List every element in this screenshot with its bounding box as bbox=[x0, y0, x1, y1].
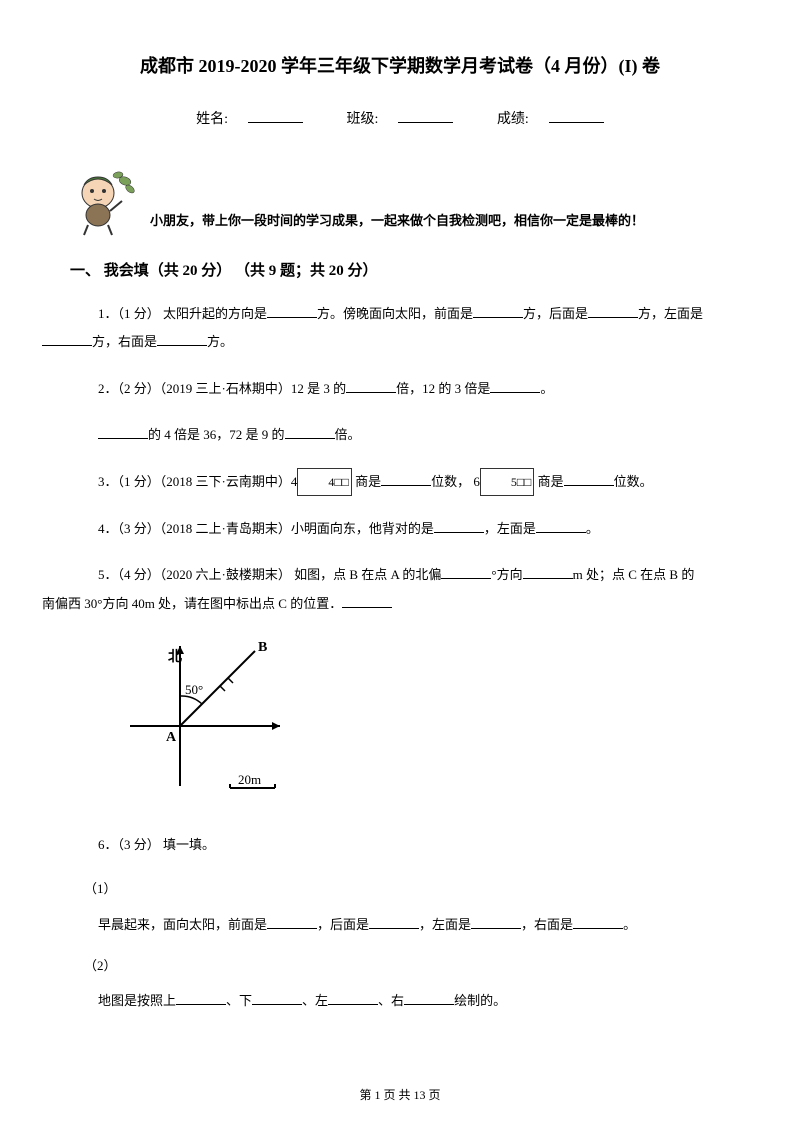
question-5: 5．（4 分）（2020 六上·鼓楼期末） 如图，点 B 在点 A 的北偏°方向… bbox=[70, 561, 730, 618]
question-2-cont: 的 4 倍是 36，72 是 9 的倍。 bbox=[70, 421, 730, 450]
math-box-1: 4□□ bbox=[297, 468, 352, 496]
question-6: 6．（3 分） 填一填。 bbox=[70, 831, 730, 860]
student-info-row: 姓名: 班级: 成绩: bbox=[70, 107, 730, 132]
page-footer: 第 1 页 共 13 页 bbox=[0, 1085, 800, 1107]
mascot-row: 小朋友，带上你一段时间的学习成果，一起来做个自我检测吧，相信你一定是最棒的！ bbox=[70, 163, 730, 238]
question-2: 2．（2 分）（2019 三上·石林期中）12 是 3 的倍，12 的 3 倍是… bbox=[70, 375, 730, 404]
question-6-sub2: （2） bbox=[70, 954, 730, 977]
name-label: 姓名: bbox=[186, 107, 313, 132]
section-1-header: 一、 我会填（共 20 分） （共 9 题；共 20 分） bbox=[70, 258, 730, 285]
question-1: 1．（1 分） 太阳升起的方向是方。傍晚面向太阳，前面是方，后面是方，左面是 方… bbox=[70, 300, 730, 357]
b-label: B bbox=[258, 640, 267, 655]
question-4: 4．（3 分）（2018 二上·青岛期末）小明面向东，他背对的是，左面是。 bbox=[70, 515, 730, 544]
class-label: 班级: bbox=[337, 107, 464, 132]
encourage-text: 小朋友，带上你一段时间的学习成果，一起来做个自我检测吧，相信你一定是最棒的！ bbox=[150, 209, 644, 237]
score-label: 成绩: bbox=[487, 107, 614, 132]
question-6-sub2-content: 地图是按照上、下、左、右绘制的。 bbox=[70, 989, 730, 1012]
page-title: 成都市 2019-2020 学年三年级下学期数学月考试卷（4 月份）(I) 卷 bbox=[70, 50, 730, 82]
angle-label: 50° bbox=[185, 682, 203, 697]
math-box-2: 5□□ bbox=[480, 468, 535, 496]
a-label: A bbox=[166, 730, 177, 745]
north-label: 北 bbox=[168, 649, 182, 665]
mascot-icon bbox=[70, 163, 140, 238]
question-6-sub1-content: 早晨起来，面向太阳，前面是，后面是，左面是，右面是。 bbox=[70, 913, 730, 936]
question-3: 3．（1 分）（2018 三下·云南期中）44□□ 商是位数， 65□□ 商是位… bbox=[70, 468, 730, 497]
scale-label: 20m bbox=[238, 772, 261, 787]
diagram-q5: 北 B A 50° 20m bbox=[120, 636, 730, 815]
question-6-sub1: （1） bbox=[70, 877, 730, 900]
